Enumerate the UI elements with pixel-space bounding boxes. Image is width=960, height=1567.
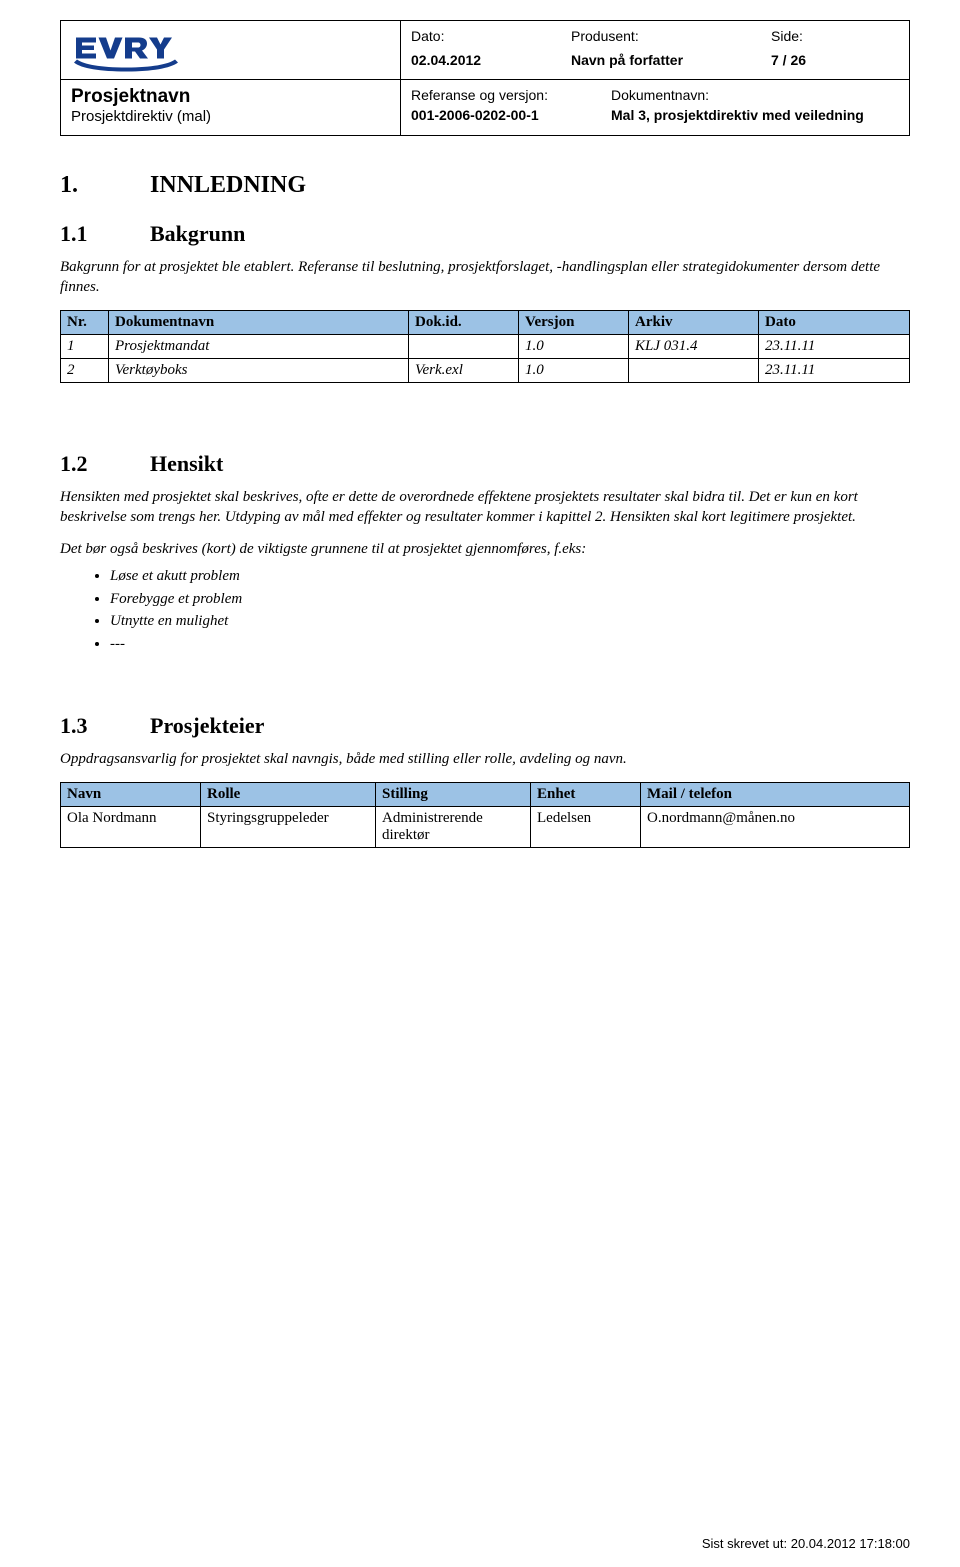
header-meta-grid: Dato: Produsent: Side: 02.04.2012 Navn p…	[401, 21, 909, 79]
table-header-cell: Enhet	[531, 782, 641, 806]
docname-label: Dokumentnavn:	[611, 86, 899, 106]
title-cell: Prosjektnavn Prosjektdirektiv (mal)	[61, 80, 401, 135]
table-header-cell: Navn	[61, 782, 201, 806]
header-bottom-row: Prosjektnavn Prosjektdirektiv (mal) Refe…	[61, 80, 909, 135]
heading-1-1: 1.1Bakgrunn	[60, 221, 910, 247]
heading-1-title: INNLEDNING	[150, 172, 306, 198]
heading-1-3-num: 1.3	[60, 713, 150, 739]
header-top-row: Dato: Produsent: Side: 02.04.2012 Navn p…	[61, 21, 909, 80]
heading-1: 1.INNLEDNING	[60, 172, 910, 199]
logo-cell	[61, 21, 401, 79]
ref-label: Referanse og versjon:	[411, 86, 611, 106]
table-row: Ola NordmannStyringsgruppelederAdministr…	[61, 806, 910, 847]
heading-1-num: 1.	[60, 172, 150, 199]
project-subtitle: Prosjektdirektiv (mal)	[71, 108, 390, 125]
owner-table: NavnRolleStillingEnhetMail / telefon Ola…	[60, 782, 910, 848]
table-header-cell: Dato	[759, 310, 910, 334]
table-cell: 23.11.11	[759, 334, 910, 358]
table-header-cell: Versjon	[519, 310, 629, 334]
list-item: Utnytte en mulighet	[110, 610, 910, 633]
bullet-list-1-2: Løse et akutt problemForebygge et proble…	[110, 565, 910, 655]
date-label: Dato:	[411, 27, 571, 51]
table-header-cell: Dok.id.	[409, 310, 519, 334]
table-header-cell: Mail / telefon	[641, 782, 910, 806]
table-cell: Ola Nordmann	[61, 806, 201, 847]
date-value: 02.04.2012	[411, 51, 571, 75]
footer-timestamp: Sist skrevet ut: 20.04.2012 17:18:00	[702, 1536, 910, 1551]
heading-1-2: 1.2Hensikt	[60, 451, 910, 477]
producer-value: Navn på forfatter	[571, 51, 771, 75]
table-header-row: Nr.DokumentnavnDok.id.VersjonArkivDato	[61, 310, 910, 334]
table-header-row: NavnRolleStillingEnhetMail / telefon	[61, 782, 910, 806]
ref-value: 001-2006-0202-00-1	[411, 106, 611, 126]
docname-value: Mal 3, prosjektdirektiv med veiledning	[611, 106, 899, 126]
table-cell: 2	[61, 358, 109, 382]
table-cell: 1.0	[519, 358, 629, 382]
documents-table: Nr.DokumentnavnDok.id.VersjonArkivDato 1…	[60, 310, 910, 383]
heading-1-3-title: Prosjekteier	[150, 713, 264, 738]
table-cell: O.nordmann@månen.no	[641, 806, 910, 847]
table-cell: Ledelsen	[531, 806, 641, 847]
heading-1-1-num: 1.1	[60, 221, 150, 247]
table-cell: 1	[61, 334, 109, 358]
heading-1-3: 1.3Prosjekteier	[60, 713, 910, 739]
page-label: Side:	[771, 27, 899, 51]
para-1-2-b: Det bør også beskrives (kort) de viktigs…	[60, 539, 910, 559]
para-1-1: Bakgrunn for at prosjektet ble etablert.…	[60, 257, 910, 298]
para-1-3: Oppdragsansvarlig for prosjektet skal na…	[60, 749, 910, 769]
table-header-cell: Rolle	[201, 782, 376, 806]
table-cell: KLJ 031.4	[629, 334, 759, 358]
table-cell: 23.11.11	[759, 358, 910, 382]
table-cell: Verktøyboks	[109, 358, 409, 382]
heading-1-2-num: 1.2	[60, 451, 150, 477]
table-cell: Styringsgruppeleder	[201, 806, 376, 847]
table-cell: Verk.exl	[409, 358, 519, 382]
document-header: Dato: Produsent: Side: 02.04.2012 Navn p…	[60, 20, 910, 136]
table-row: 1Prosjektmandat 1.0KLJ 031.423.11.11	[61, 334, 910, 358]
project-title: Prosjektnavn	[71, 86, 390, 108]
table-header-cell: Dokumentnavn	[109, 310, 409, 334]
list-item: Forebygge et problem	[110, 588, 910, 611]
list-item: ---	[110, 633, 910, 656]
para-1-2-a: Hensikten med prosjektet skal beskrives,…	[60, 487, 910, 528]
evry-logo-icon	[71, 27, 181, 75]
heading-1-1-title: Bakgrunn	[150, 221, 245, 246]
reference-grid: Referanse og versjon: Dokumentnavn: 001-…	[401, 80, 909, 135]
table-header-cell: Stilling	[376, 782, 531, 806]
table-header-cell: Nr.	[61, 310, 109, 334]
table-cell: Prosjektmandat	[109, 334, 409, 358]
table-cell	[409, 334, 519, 358]
heading-1-2-title: Hensikt	[150, 451, 223, 476]
table-cell: Administrerende direktør	[376, 806, 531, 847]
table-cell	[629, 358, 759, 382]
page-value: 7 / 26	[771, 51, 899, 75]
producer-label: Produsent:	[571, 27, 771, 51]
table-header-cell: Arkiv	[629, 310, 759, 334]
table-row: 2VerktøyboksVerk.exl1.0 23.11.11	[61, 358, 910, 382]
table-cell: 1.0	[519, 334, 629, 358]
list-item: Løse et akutt problem	[110, 565, 910, 588]
